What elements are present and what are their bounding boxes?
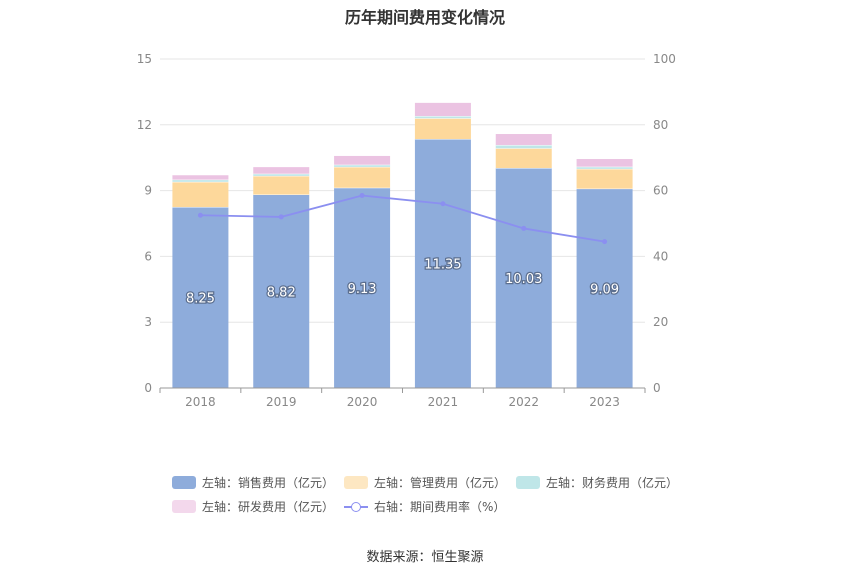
left-axis-tick-label: 6 (144, 249, 152, 263)
expense-rate-point (440, 201, 446, 207)
right-axis-tick-label: 20 (653, 315, 668, 329)
expense-rate-point (359, 193, 365, 199)
right-axis-tick-label: 0 (653, 381, 661, 395)
bar-segment (495, 148, 552, 169)
bar-segment (334, 187, 391, 388)
bar-segment (414, 116, 471, 119)
legend-item-finance[interactable]: 左轴：财务费用（亿元） (516, 474, 678, 491)
right-axis-tick-label: 60 (653, 184, 668, 198)
bar-segment (414, 118, 471, 140)
right-axis-tick-label: 100 (653, 52, 676, 66)
expense-rate-point (197, 212, 203, 218)
bar-segment (253, 173, 310, 176)
bar-segment (576, 188, 633, 388)
left-axis-tick-label: 0 (144, 381, 152, 395)
legend-item-rnd[interactable]: 左轴：研发费用（亿元） (172, 498, 334, 515)
bar-segment (253, 167, 310, 174)
left-axis-tick-label: 9 (144, 184, 152, 198)
x-axis-tick-label: 2022 (508, 395, 539, 409)
x-axis-tick-label: 2023 (589, 395, 620, 409)
expense-rate-line (200, 194, 605, 243)
expense-rate-point (602, 239, 608, 245)
data-source: 数据来源：恒生聚源 (366, 550, 484, 565)
legend-item-expense-rate[interactable]: 右轴：期间费用率（%） (344, 498, 505, 515)
bar-segment (172, 179, 229, 182)
bar-segment (172, 181, 229, 208)
bar-segment (172, 207, 229, 388)
bar-segment (576, 159, 633, 167)
legend-swatch-sales (172, 476, 196, 489)
bar-data-label: 11.35 (424, 258, 461, 273)
legend-item-admin[interactable]: 左轴：管理费用（亿元） (344, 474, 506, 491)
x-axis-tick-label: 2020 (347, 395, 378, 409)
bar-segment (253, 194, 310, 388)
bar-segment (414, 139, 471, 388)
bar-segment (334, 155, 391, 165)
bar-segment (172, 175, 229, 180)
bar-segment (334, 164, 391, 167)
bar-segment (414, 102, 471, 117)
legend-swatch-finance (516, 476, 540, 489)
left-axis-tick-label: 15 (137, 52, 152, 66)
chart-title: 历年期间费用变化情况 (344, 8, 505, 27)
x-axis-tick-label: 2019 (266, 395, 297, 409)
x-axis-tick-label: 2018 (185, 395, 216, 409)
left-axis-tick-label: 12 (137, 118, 152, 132)
bar-segment (576, 168, 633, 189)
legend-item-sales[interactable]: 左轴：销售费用（亿元） (172, 474, 334, 491)
bar-data-label: 8.82 (267, 285, 296, 300)
legend-swatch-expense-rate (344, 500, 368, 513)
bar-data-label: 9.09 (590, 282, 619, 297)
legend-label-sales: 左轴：销售费用（亿元） (202, 476, 335, 490)
bar-data-label: 9.13 (348, 282, 377, 297)
legend-label-admin: 左轴：管理费用（亿元） (374, 476, 507, 490)
legend-swatch-rnd (172, 500, 196, 513)
legend-label-expense-rate: 右轴：期间费用率（%） (374, 500, 506, 514)
left-axis-tick-label: 3 (144, 315, 152, 329)
bar-segment (253, 175, 310, 195)
legend-swatch-admin (344, 476, 368, 489)
x-axis-tick-label: 2021 (428, 395, 459, 409)
bar-segment (576, 166, 633, 169)
chart: 0 3 6 9 12 15 0 20 40 60 80 100 8.25 2018 8.82 2019 9.13… (137, 52, 676, 409)
right-axis-tick-label: 80 (653, 118, 668, 132)
expense-rate-point (278, 214, 284, 220)
bar-data-label: 8.25 (186, 292, 215, 307)
bar-segment (495, 168, 552, 388)
bar-segment (334, 166, 391, 188)
bar-data-label: 10.03 (505, 272, 542, 287)
bar-segment (495, 134, 552, 145)
bar-segment (495, 144, 552, 149)
expense-rate-point (521, 225, 527, 231)
right-axis-tick-label: 40 (653, 249, 668, 263)
legend-label-finance: 左轴：财务费用（亿元） (546, 476, 679, 490)
legend-label-rnd: 左轴：研发费用（亿元） (202, 500, 335, 514)
